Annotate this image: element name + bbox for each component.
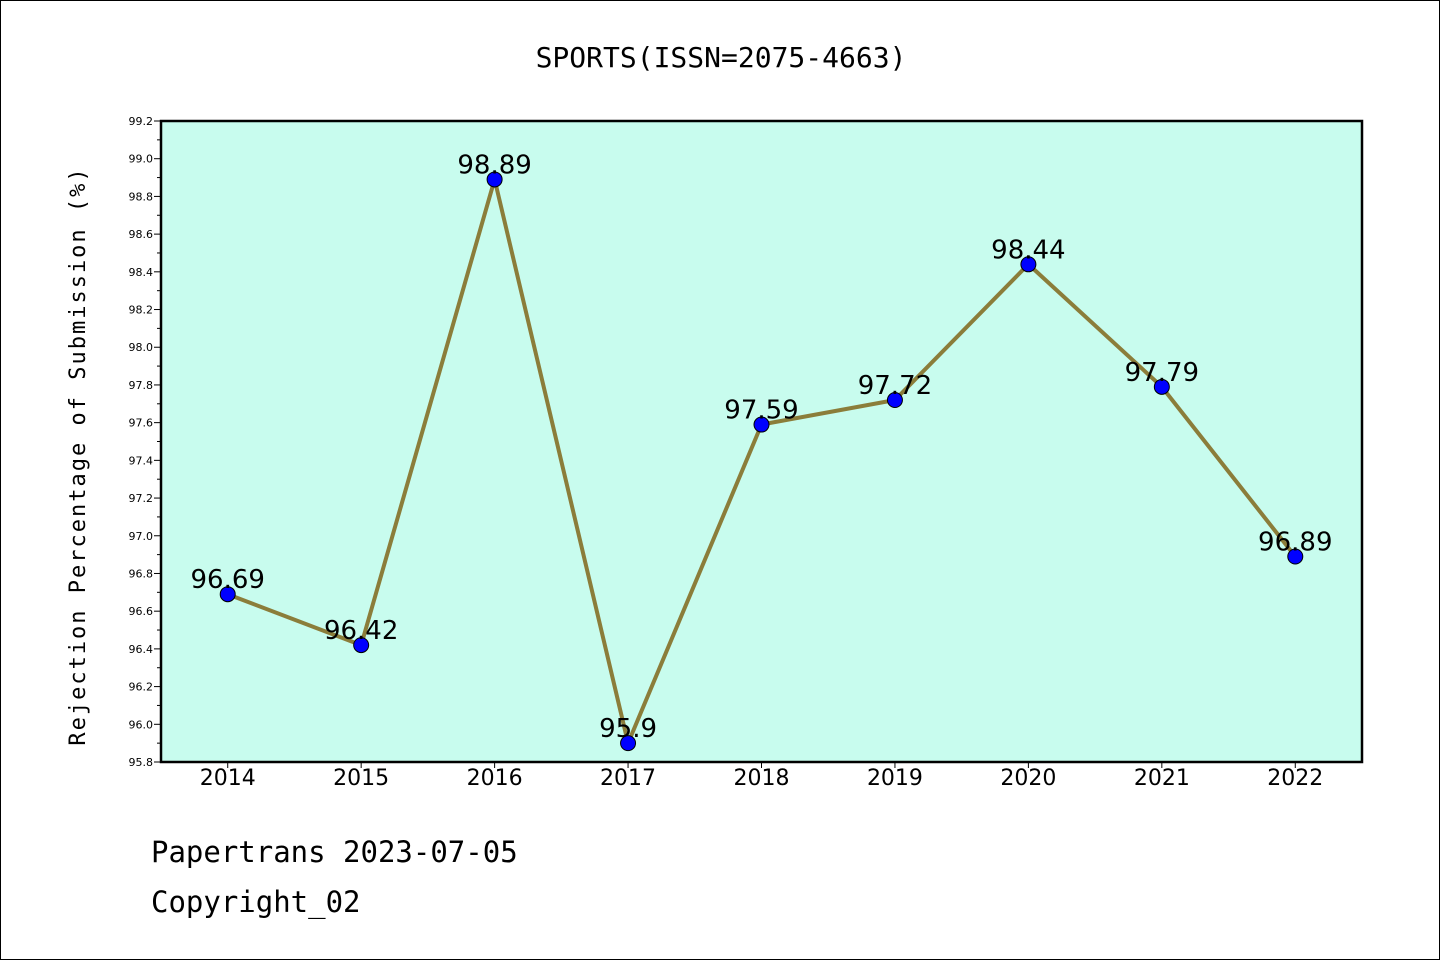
y-tick-label: 96.0: [129, 718, 154, 731]
data-label: 95.9: [599, 714, 657, 744]
data-label: 98.44: [991, 235, 1065, 265]
data-label: 98.89: [457, 150, 531, 180]
data-point: [353, 637, 370, 654]
x-tick-label: 2022: [1267, 766, 1323, 791]
y-tick-label: 97.0: [129, 530, 154, 543]
y-tick-label: 96.8: [129, 567, 154, 580]
data-label: 97.59: [724, 396, 798, 426]
data-label: 96.89: [1258, 528, 1332, 558]
x-tick-label: 2018: [734, 766, 790, 791]
footer-date: Papertrans 2023-07-05: [151, 835, 518, 869]
y-tick-label: 96.6: [129, 605, 154, 618]
x-tick-label: 2015: [333, 766, 389, 791]
y-tick-label: 98.2: [129, 304, 154, 317]
y-tick-label: 97.4: [129, 454, 154, 467]
data-label: 96.69: [191, 565, 265, 595]
data-labels: 96.69 96.42 98.89 95.9 97.59 97.72 98.44 97.79 9…: [191, 150, 1333, 744]
y-tick-label: 96.4: [129, 643, 154, 656]
data-label: 96.42: [324, 616, 398, 646]
data-label: 97.72: [858, 371, 932, 401]
data-label: 97.79: [1125, 358, 1199, 388]
x-tick-label: 2021: [1134, 766, 1190, 791]
data-point: [1020, 256, 1037, 273]
y-tick-label: 97.2: [129, 492, 154, 505]
chart-title: SPORTS(ISSN=2075-4663): [536, 41, 907, 74]
y-tick-label: 99.2: [129, 115, 154, 128]
y-tick-label: 98.6: [129, 228, 154, 241]
x-tick-label: 2019: [867, 766, 923, 791]
x-tick-label: 2014: [200, 766, 256, 791]
y-tick-label: 97.6: [129, 417, 154, 430]
series-group: [219, 171, 1304, 752]
data-point: [1153, 378, 1170, 395]
y-tick-label: 97.8: [129, 379, 154, 392]
data-point: [219, 586, 236, 603]
data-point: [753, 416, 770, 433]
x-tick-label: 2016: [467, 766, 523, 791]
plot-area: [159, 119, 1364, 764]
x-tick-label: 2017: [600, 766, 656, 791]
data-point: [486, 171, 503, 188]
data-point: [1287, 548, 1304, 565]
y-tick-label: 98.8: [129, 190, 154, 203]
data-point: [620, 735, 637, 752]
data-point: [886, 392, 903, 409]
y-tick-label: 95.8: [129, 756, 154, 769]
y-axis-label: Rejection Percentage of Submission (%): [66, 166, 91, 745]
y-tick-label: 98.0: [129, 341, 154, 354]
x-tick-label: 2020: [1000, 766, 1056, 791]
y-tick-label: 99.0: [129, 153, 154, 166]
y-tick-label: 96.2: [129, 681, 154, 694]
y-axis-ticks: 95.8 96.0 96.2 96.4 96.6 96.8 97.0 97.2 97.4 97.6…: [129, 115, 161, 769]
x-axis-ticks: 2014 2015 2016 2017 2018 2019 2020 2021 2022: [200, 762, 1323, 791]
footer-copyright: Copyright_02: [151, 885, 361, 919]
y-tick-label: 98.4: [129, 266, 154, 279]
